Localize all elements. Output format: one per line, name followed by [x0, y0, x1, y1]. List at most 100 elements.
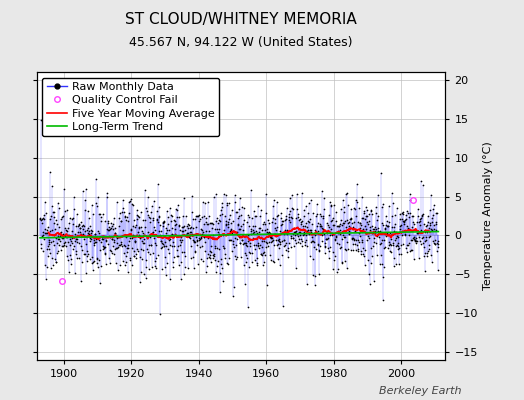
- Point: [166, 236, 174, 242]
- Point: [368, 223, 376, 229]
- Point: [137, 208, 146, 215]
- Point: [280, 236, 288, 243]
- Point: [139, 240, 147, 246]
- Point: [112, 260, 120, 266]
- Point: [209, 255, 217, 261]
- Point: [407, 227, 415, 233]
- Point: [172, 253, 181, 260]
- Point: [165, 226, 173, 233]
- Point: [396, 226, 405, 232]
- Point: [236, 226, 244, 232]
- Point: [314, 240, 323, 247]
- Point: [209, 232, 217, 238]
- Point: [98, 234, 106, 240]
- Point: [400, 218, 408, 224]
- Point: [388, 231, 396, 237]
- Point: [351, 241, 359, 248]
- Point: [72, 251, 80, 257]
- Point: [173, 247, 182, 253]
- Point: [263, 240, 271, 246]
- Point: [169, 239, 177, 245]
- Point: [274, 237, 282, 243]
- Point: [100, 218, 108, 224]
- Point: [405, 239, 413, 246]
- Point: [93, 260, 102, 267]
- Point: [315, 222, 324, 229]
- Point: [210, 253, 218, 259]
- Point: [83, 230, 92, 237]
- Point: [159, 223, 167, 229]
- Point: [114, 244, 122, 250]
- Point: [171, 225, 179, 232]
- Point: [130, 253, 138, 259]
- Point: [316, 243, 324, 250]
- Point: [339, 196, 347, 203]
- Point: [84, 225, 92, 232]
- Point: [114, 267, 123, 274]
- Point: [248, 259, 256, 266]
- Point: [394, 239, 402, 246]
- Point: [224, 224, 232, 230]
- Point: [78, 247, 86, 253]
- Point: [257, 244, 266, 250]
- Point: [60, 240, 68, 246]
- Point: [225, 216, 233, 223]
- Point: [113, 244, 122, 251]
- Point: [106, 234, 114, 240]
- Point: [393, 205, 401, 212]
- Point: [46, 169, 54, 175]
- Point: [49, 220, 58, 227]
- Point: [199, 199, 207, 205]
- Point: [103, 194, 112, 200]
- Point: [107, 247, 115, 254]
- Point: [412, 235, 420, 242]
- Point: [123, 245, 131, 251]
- Point: [348, 224, 357, 230]
- Point: [244, 238, 252, 244]
- Point: [239, 240, 248, 247]
- Point: [171, 231, 179, 237]
- Point: [300, 242, 309, 248]
- Point: [406, 197, 414, 204]
- Point: [118, 257, 127, 264]
- Point: [161, 254, 169, 260]
- Point: [86, 238, 94, 244]
- Point: [408, 246, 416, 253]
- Point: [105, 255, 113, 261]
- Point: [180, 222, 188, 229]
- Point: [254, 242, 262, 249]
- Point: [395, 251, 403, 258]
- Point: [38, 233, 47, 240]
- Point: [208, 220, 216, 226]
- Point: [373, 216, 381, 223]
- Point: [266, 230, 275, 236]
- Point: [204, 234, 213, 241]
- Point: [190, 239, 198, 245]
- Point: [75, 225, 84, 232]
- Point: [221, 213, 230, 220]
- Point: [226, 212, 234, 218]
- Point: [167, 232, 175, 238]
- Point: [163, 227, 171, 234]
- Point: [129, 223, 137, 229]
- Point: [186, 235, 194, 241]
- Point: [208, 234, 216, 240]
- Point: [387, 249, 395, 255]
- Point: [364, 270, 373, 277]
- Point: [350, 236, 358, 243]
- Point: [245, 223, 253, 230]
- Point: [401, 228, 409, 234]
- Point: [191, 216, 199, 223]
- Point: [133, 215, 141, 222]
- Point: [43, 264, 51, 270]
- Point: [301, 223, 309, 229]
- Point: [272, 227, 280, 234]
- Point: [283, 228, 291, 234]
- Point: [287, 244, 295, 250]
- Point: [222, 191, 230, 198]
- Point: [230, 228, 238, 235]
- Point: [410, 256, 419, 262]
- Point: [374, 224, 382, 231]
- Point: [207, 242, 215, 249]
- Point: [302, 220, 310, 226]
